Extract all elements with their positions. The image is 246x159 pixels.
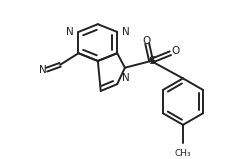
Text: N: N bbox=[39, 65, 46, 75]
Text: N: N bbox=[66, 27, 74, 37]
Text: O: O bbox=[171, 46, 179, 56]
Text: O: O bbox=[142, 36, 150, 46]
Text: CH₃: CH₃ bbox=[175, 149, 191, 158]
Text: N: N bbox=[122, 27, 130, 37]
Text: S: S bbox=[149, 56, 155, 66]
Text: N: N bbox=[122, 73, 130, 83]
